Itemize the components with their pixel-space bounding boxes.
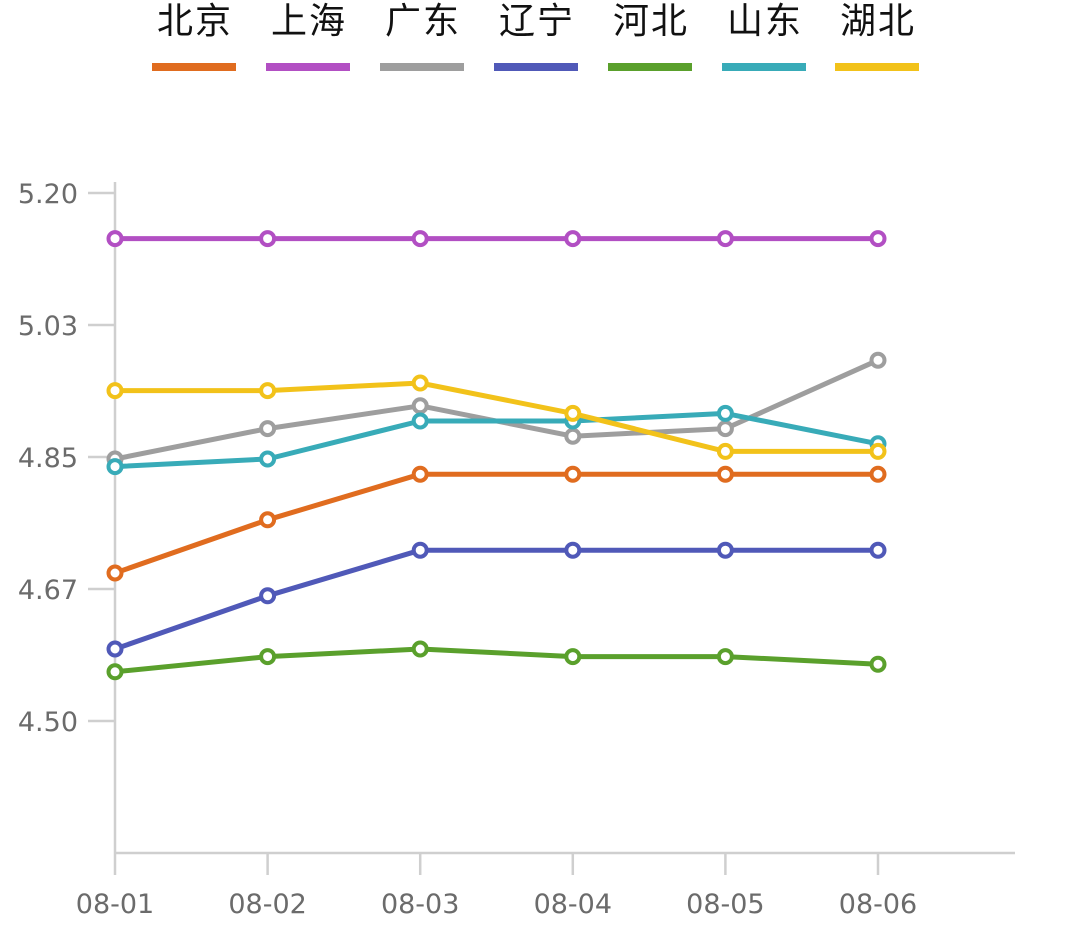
legend-swatch [835, 63, 919, 71]
data-point [106, 640, 124, 658]
data-point [259, 450, 277, 468]
data-point [869, 655, 887, 673]
data-point [564, 230, 582, 248]
legend-label: 上海 [270, 1, 347, 42]
legend-swatch [152, 63, 236, 71]
series-line [112, 410, 881, 470]
data-point [869, 541, 887, 559]
x-tick-label: 08-02 [228, 889, 306, 920]
data-point [106, 382, 124, 400]
legend-swatch [608, 63, 692, 71]
series-group [106, 541, 887, 658]
data-point [564, 427, 582, 445]
series-group [106, 465, 887, 582]
data-point [106, 564, 124, 582]
data-point [259, 511, 277, 529]
y-tick-label: 4.85 [18, 443, 78, 474]
legend-label: 山东 [726, 1, 803, 42]
legend-swatch [722, 63, 806, 71]
data-point [106, 230, 124, 248]
legend-swatch [380, 63, 464, 71]
legend-item: 湖北 [835, 0, 925, 80]
y-tick-label: 5.03 [18, 311, 78, 342]
legend-item: 山东 [722, 0, 812, 80]
data-point [259, 420, 277, 438]
x-tick-label: 08-03 [381, 889, 459, 920]
data-point [716, 465, 734, 483]
legend-swatch [266, 63, 350, 71]
x-tick-label: 08-05 [686, 889, 764, 920]
data-point [869, 442, 887, 460]
data-point [411, 541, 429, 559]
series-group [106, 230, 887, 248]
data-point [716, 420, 734, 438]
x-tick-label: 08-01 [76, 889, 154, 920]
data-point [411, 397, 429, 415]
series-line [112, 380, 881, 454]
data-point [411, 465, 429, 483]
legend-item: 辽宁 [494, 0, 584, 80]
chart-axes: 5.20 5.03 4.85 4.67 4.50 08-01 08-02 08-03 08-04… [18, 179, 1015, 920]
data-point [259, 230, 277, 248]
data-point [411, 374, 429, 392]
data-point [564, 465, 582, 483]
series-line [112, 646, 881, 675]
chart-legend: 北京 上海 广东 辽宁 河北 山东 湖北 [0, 0, 1072, 90]
data-point [106, 458, 124, 476]
data-point [716, 541, 734, 559]
data-point [716, 442, 734, 460]
series-group [106, 374, 887, 460]
data-point [869, 465, 887, 483]
y-tick-label: 5.20 [18, 179, 78, 210]
data-point [259, 648, 277, 666]
series-line [112, 547, 881, 652]
legend-item: 北京 [152, 0, 242, 80]
data-point [716, 648, 734, 666]
legend-label: 北京 [156, 1, 233, 42]
legend-label: 辽宁 [498, 1, 575, 42]
data-point [411, 230, 429, 248]
data-point [564, 541, 582, 559]
series-group [106, 640, 887, 681]
data-point [259, 382, 277, 400]
legend-item: 河北 [608, 0, 698, 80]
data-point [869, 230, 887, 248]
data-point [716, 404, 734, 422]
series-line [112, 471, 881, 576]
legend-item: 上海 [266, 0, 356, 80]
data-point [106, 663, 124, 681]
y-tick-label: 4.67 [18, 575, 78, 606]
data-point [716, 230, 734, 248]
chart-series [106, 230, 887, 681]
series-group [106, 404, 887, 476]
data-point [411, 640, 429, 658]
data-point [411, 412, 429, 430]
legend-label: 河北 [612, 1, 689, 42]
legend-swatch [494, 63, 578, 71]
legend-item: 广东 [380, 0, 470, 80]
data-point [564, 648, 582, 666]
data-point [564, 404, 582, 422]
x-tick-label: 08-04 [534, 889, 612, 920]
legend-label: 广东 [384, 1, 461, 42]
data-point [869, 351, 887, 369]
series-group [106, 351, 887, 468]
y-tick-label: 4.50 [18, 707, 78, 738]
series-line [112, 357, 881, 462]
data-point [259, 587, 277, 605]
x-tick-label: 08-06 [839, 889, 917, 920]
legend-label: 湖北 [839, 1, 916, 42]
